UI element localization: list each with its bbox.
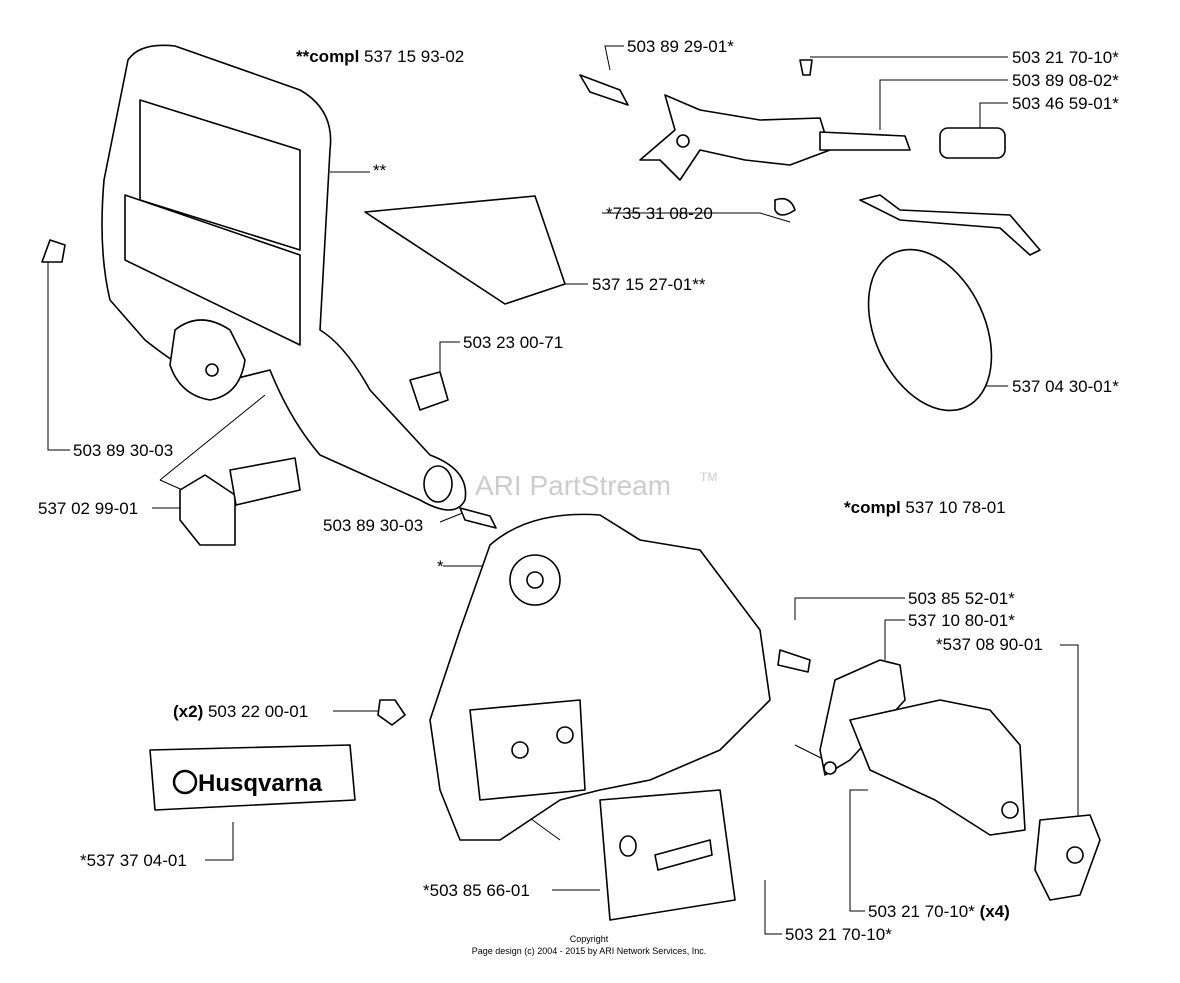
part-label: 503 89 30-03 [323,516,423,535]
side-parts [179,457,1101,901]
part-label: 503 85 52-01* [908,589,1015,608]
footer-credit: Page design (c) 2004 - 2015 by ARI Netwo… [472,946,707,956]
chain-brake-handle [41,44,497,529]
footer-copyright: Copyright [570,934,609,944]
label-suffix: (x4) [980,902,1010,921]
part-label: 503 89 08-02* [1012,71,1119,90]
label-text: 503 22 00-01 [208,702,308,721]
part-label: 503 21 70-10* (x4) [868,902,1010,921]
part-label: 537 15 27-01** [592,275,706,294]
part-label: 503 23 00-71 [463,333,563,352]
part-label: *compl 537 10 78-01 [844,498,1006,517]
label-prefix: *compl [844,498,901,517]
logo-text: Husqvarna [198,770,323,797]
part-labels: **compl 537 15 93-02 ** 503 89 29-01* 50… [38,37,1119,944]
part-label: *503 85 66-01 [423,881,530,900]
part-label: 503 89 29-01* [627,37,734,56]
part-label: (x2) 503 22 00-01 [173,702,308,721]
part-label: 537 10 80-01* [908,611,1015,630]
part-label: * [437,557,444,576]
upper-parts [364,59,1041,412]
clutch-cover [377,513,811,921]
label-prefix: (x2) [173,702,203,721]
label-text: 503 21 70-10* [868,902,975,921]
part-label: *735 31 08-20 [606,204,713,223]
part-label: 537 02 99-01 [38,499,138,518]
watermark-mark: TM [700,470,717,484]
label-text: 537 10 78-01 [905,498,1005,517]
part-label: ** [373,161,387,180]
part-label: *537 08 90-01 [936,635,1043,654]
part-label: 503 46 59-01* [1012,94,1119,113]
part-label: **compl 537 15 93-02 [296,47,464,66]
label-prefix: **compl [296,47,359,66]
part-label: 537 04 30-01* [1012,377,1119,396]
part-label: 503 89 30-03 [73,441,173,460]
watermark: ARI PartStream [475,470,671,501]
part-label: 503 21 70-10* [785,925,892,944]
part-label: *537 37 04-01 [80,851,187,870]
label-text: 537 15 93-02 [364,47,464,66]
part-label: 503 21 70-10* [1012,48,1119,67]
logo-decal: Husqvarna [149,744,356,811]
